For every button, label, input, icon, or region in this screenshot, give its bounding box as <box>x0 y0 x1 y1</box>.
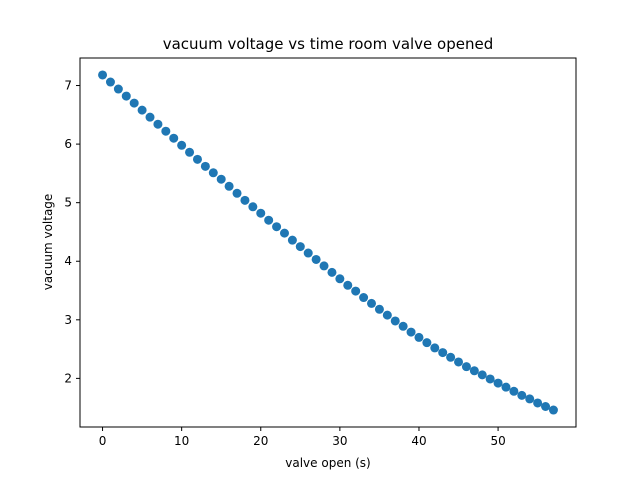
y-tick-label: 6 <box>64 137 72 151</box>
data-point <box>311 254 321 264</box>
data-point <box>295 242 305 252</box>
y-axis-label: vacuum voltage <box>41 194 55 291</box>
data-point <box>121 91 131 101</box>
data-point <box>541 402 551 411</box>
data-point <box>335 274 345 284</box>
data-point <box>153 119 163 129</box>
data-point <box>113 84 123 94</box>
data-point <box>454 357 464 367</box>
data-point <box>303 248 313 258</box>
data-point <box>374 304 384 314</box>
data-point <box>137 105 147 115</box>
data-point <box>525 394 535 404</box>
x-tick-label: 40 <box>411 434 426 448</box>
data-point <box>256 208 266 218</box>
data-point <box>327 267 337 277</box>
y-tick-label: 4 <box>64 254 72 268</box>
y-tick-label: 5 <box>64 196 72 210</box>
data-point <box>177 140 187 150</box>
data-point <box>469 366 479 376</box>
data-point <box>501 382 511 392</box>
data-point <box>105 77 115 87</box>
data-point <box>216 174 226 184</box>
data-point <box>224 181 234 191</box>
data-point <box>406 327 416 337</box>
data-point <box>287 235 297 245</box>
x-axis-label: valve open (s) <box>285 456 370 470</box>
y-tick-label: 3 <box>64 313 72 327</box>
data-point <box>398 321 408 331</box>
y-axis-ticks: 2 3 4 5 6 7 <box>64 79 80 385</box>
plot-area: 0 10 20 30 40 50 2 3 4 5 6 7 <box>64 57 577 448</box>
data-point <box>548 405 558 415</box>
data-point <box>438 348 448 358</box>
data-point <box>517 390 527 400</box>
data-point <box>192 154 202 164</box>
data-point <box>279 228 289 238</box>
x-tick-label: 10 <box>174 434 189 448</box>
data-point <box>161 126 171 136</box>
data-point <box>319 261 329 271</box>
data-points <box>98 70 558 415</box>
x-tick-label: 20 <box>253 434 268 448</box>
data-point <box>485 374 495 384</box>
data-point <box>390 316 400 326</box>
data-point <box>145 112 155 122</box>
x-tick-label: 30 <box>332 434 347 448</box>
data-point <box>185 147 195 157</box>
x-tick-label: 0 <box>99 434 107 448</box>
data-point <box>533 398 543 408</box>
chart-title: vacuum voltage vs time room valve opened <box>163 35 494 53</box>
data-point <box>509 386 519 396</box>
data-point <box>493 378 503 388</box>
data-point <box>98 70 108 80</box>
data-point <box>240 195 250 205</box>
data-point <box>430 343 440 353</box>
y-tick-label: 7 <box>64 79 72 93</box>
axes-background <box>80 58 576 427</box>
data-point <box>129 98 139 108</box>
data-point <box>343 280 353 290</box>
data-point <box>169 133 179 143</box>
data-point <box>414 332 424 342</box>
data-point <box>461 362 471 372</box>
x-tick-label: 50 <box>490 434 505 448</box>
data-point <box>272 222 282 232</box>
x-axis-ticks: 0 10 20 30 40 50 <box>99 427 506 448</box>
data-point <box>477 370 487 380</box>
data-point <box>208 168 218 178</box>
data-point <box>200 161 210 171</box>
data-point <box>232 188 242 198</box>
data-point <box>359 293 369 303</box>
axes-frame <box>79 57 577 428</box>
data-point <box>264 215 274 225</box>
data-point <box>351 286 361 296</box>
data-point <box>367 298 377 308</box>
data-point <box>382 310 392 320</box>
data-point <box>248 202 258 212</box>
data-point <box>422 338 432 348</box>
data-point <box>446 352 456 362</box>
y-tick-label: 2 <box>64 371 72 385</box>
